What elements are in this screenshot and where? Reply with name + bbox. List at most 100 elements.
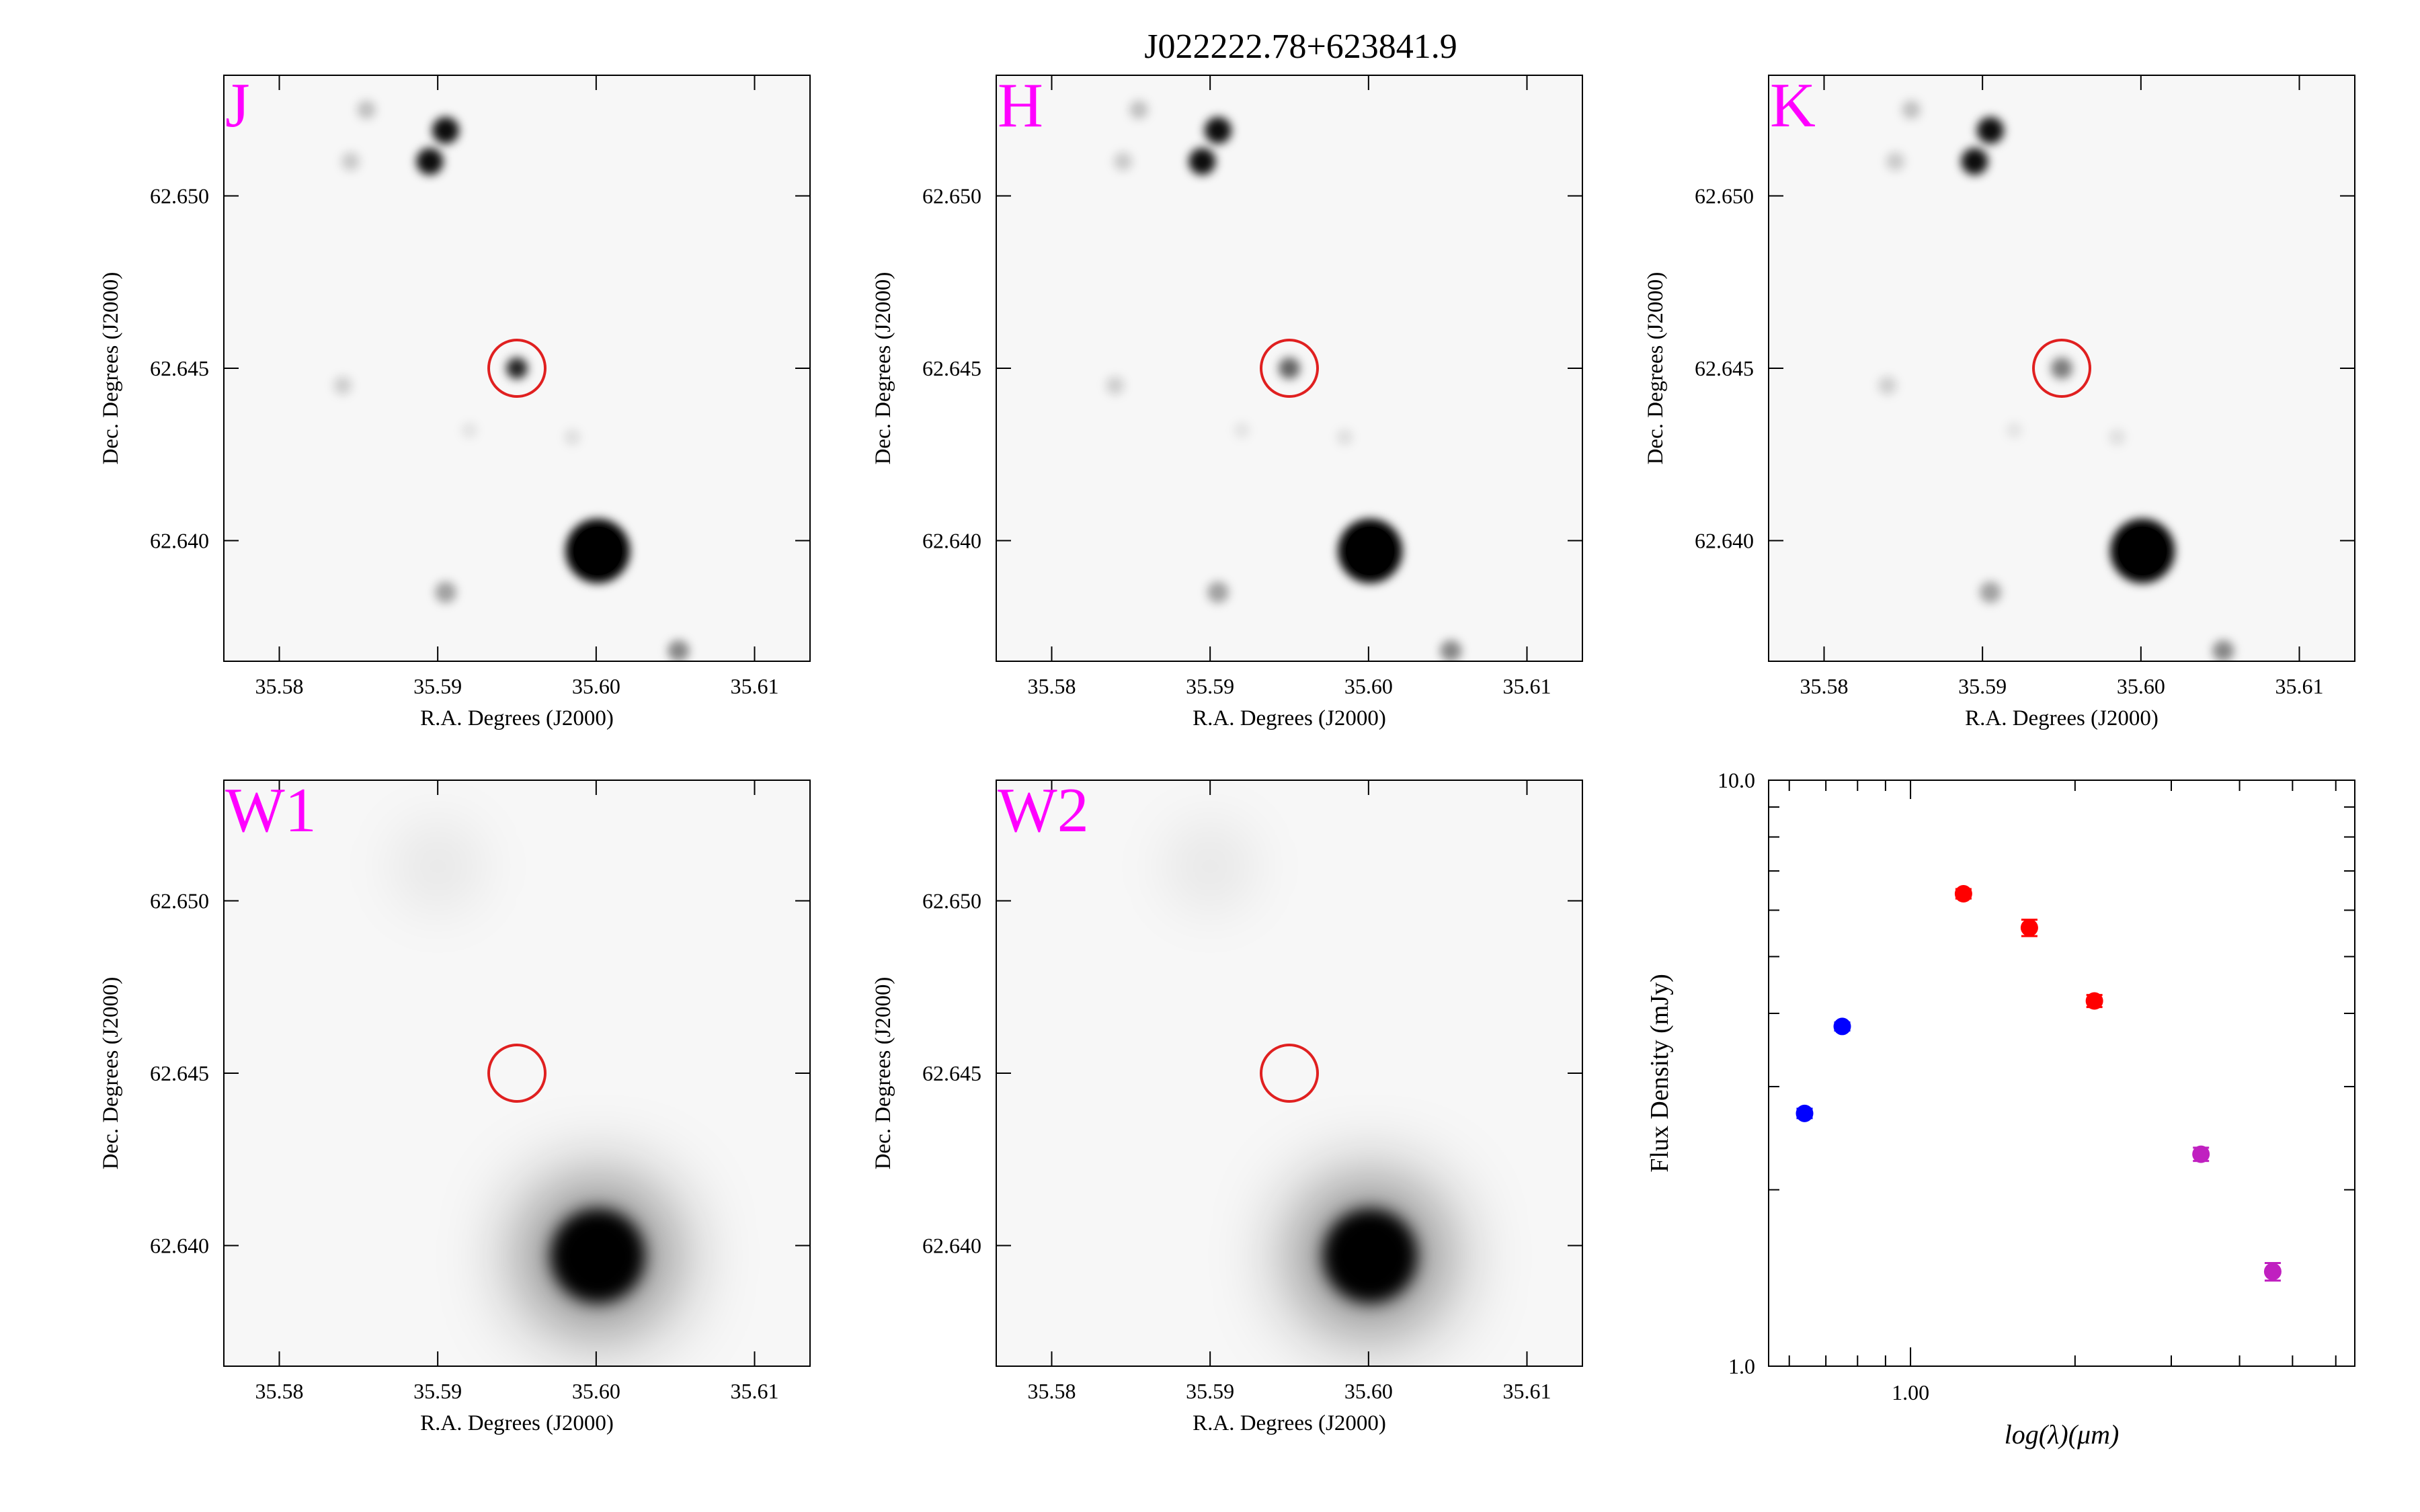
x-tick-label: 35.58 — [255, 674, 303, 698]
y-tick-label: 62.645 — [150, 1061, 209, 1085]
field-star — [1204, 117, 1232, 144]
w2-band-image-panel: 35.58 35.59 35.60 35.61 62.640 62.645 62.650 R.… — [871, 775, 1583, 1435]
field-star — [1886, 152, 1905, 171]
x-tick-label: 35.58 — [1027, 674, 1076, 698]
band-label: W2 — [998, 775, 1089, 845]
figure-title: J022222.78+623841.9 — [1144, 28, 1457, 66]
aperture-circle — [487, 1044, 547, 1103]
y-axis-label: Flux Density (mJy) — [1646, 974, 1674, 1173]
field-star — [461, 422, 478, 439]
y-tick-label: 62.650 — [922, 184, 981, 208]
y-tick-label: 62.640 — [150, 1233, 209, 1257]
k-band-image-panel: 35.58 35.59 35.60 35.61 62.640 62.645 62.650 R.… — [1644, 71, 2355, 730]
bright-star — [551, 1208, 645, 1303]
x-tick-label: 35.60 — [2117, 674, 2165, 698]
band-label: J — [225, 71, 250, 140]
data-point — [1954, 885, 1972, 903]
y-tick-label: 10.0 — [1718, 768, 1755, 792]
y-axis-label: Dec. Degrees (J2000) — [1644, 272, 1668, 465]
x-tick-label: 35.60 — [1344, 1379, 1393, 1403]
x-axis-label: R.A. Degrees (J2000) — [420, 1411, 614, 1435]
band-label: K — [1770, 71, 1816, 140]
y-axis-label: Dec. Degrees (J2000) — [871, 977, 895, 1170]
data-point — [2263, 1263, 2282, 1281]
sky-image — [1878, 100, 2234, 661]
y-tick-label: 62.645 — [150, 356, 209, 380]
field-star — [333, 376, 352, 395]
y-tick-label: 62.650 — [150, 889, 209, 913]
bright-star-core — [2118, 526, 2167, 575]
x-tick-label: 35.61 — [2275, 674, 2324, 698]
field-star — [564, 429, 581, 446]
aperture-circle — [2032, 339, 2091, 398]
j-band-image-panel: 35.58 35.59 35.60 35.61 62.640 62.645 62.650 R.… — [99, 71, 811, 730]
field-star — [416, 148, 444, 175]
band-label: W1 — [225, 775, 317, 845]
aperture-circle — [487, 339, 547, 398]
field-star — [1979, 581, 2001, 603]
aperture-circle — [1260, 1044, 1319, 1103]
x-axis-label: log(λ)(μm) — [2005, 1419, 2120, 1450]
y-tick-label: 62.650 — [1695, 184, 1754, 208]
target-source — [506, 358, 528, 379]
bright-star-core — [573, 526, 622, 575]
faint-blend — [1163, 819, 1258, 914]
field-star — [1336, 429, 1353, 446]
y-axis-label: Dec. Degrees (J2000) — [99, 977, 123, 1170]
field-star — [432, 117, 459, 144]
band-label: H — [998, 71, 1043, 140]
x-tick-label: 35.59 — [1958, 674, 2007, 698]
y-tick-label: 62.645 — [1695, 356, 1754, 380]
field-star — [1129, 100, 1149, 120]
x-tick-label: 35.59 — [1186, 674, 1234, 698]
x-tick-label: 35.59 — [1186, 1379, 1234, 1403]
image-background — [224, 780, 810, 1366]
x-axis-label: R.A. Degrees (J2000) — [420, 706, 614, 730]
field-star — [2006, 422, 2023, 439]
field-star — [1207, 581, 1229, 603]
x-axis-label: R.A. Degrees (J2000) — [1193, 1411, 1386, 1435]
bright-star — [1323, 1208, 1418, 1303]
x-tick-label: 35.59 — [413, 674, 462, 698]
field-star — [1440, 640, 1462, 661]
data-point — [2085, 992, 2103, 1010]
image-background — [996, 780, 1582, 1366]
field-star — [1878, 376, 1897, 395]
y-tick-label: 62.650 — [150, 184, 209, 208]
sky-image — [1105, 100, 1462, 661]
x-tick-label: 35.61 — [1503, 674, 1551, 698]
field-star — [1188, 148, 1216, 175]
x-tick-label: 1.00 — [1892, 1380, 1929, 1404]
field-star — [1105, 376, 1125, 395]
x-tick-label: 35.61 — [731, 674, 779, 698]
target-source — [2051, 358, 2072, 379]
field-star — [2212, 640, 2234, 661]
field-star — [341, 152, 360, 171]
y-axis-label: Dec. Degrees (J2000) — [99, 272, 123, 465]
y-tick-label: 62.640 — [1695, 528, 1754, 552]
field-star — [1234, 422, 1250, 439]
x-tick-label: 35.60 — [1344, 674, 1393, 698]
x-axis-label: R.A. Degrees (J2000) — [1193, 706, 1386, 730]
y-tick-label: 62.645 — [922, 1061, 981, 1085]
x-tick-label: 35.61 — [731, 1379, 779, 1403]
x-tick-label: 35.58 — [1027, 1379, 1076, 1403]
x-tick-label: 35.61 — [1503, 1379, 1551, 1403]
aperture-circle — [1260, 339, 1319, 398]
y-axis-label: Dec. Degrees (J2000) — [871, 272, 895, 465]
sky-image — [333, 100, 690, 661]
x-tick-label: 35.58 — [255, 1379, 303, 1403]
x-tick-label: 35.58 — [1800, 674, 1848, 698]
bright-star-core — [1346, 526, 1395, 575]
faint-blend — [391, 819, 485, 914]
x-tick-label: 35.59 — [413, 1379, 462, 1403]
plot-frame — [1768, 780, 2355, 1367]
target-source — [1279, 358, 1300, 379]
x-axis-label: R.A. Degrees (J2000) — [1965, 706, 2159, 730]
data-point — [2020, 919, 2038, 937]
x-tick-label: 35.60 — [572, 674, 620, 698]
data-point — [2192, 1145, 2210, 1163]
y-tick-label: 62.640 — [922, 1233, 981, 1257]
field-star — [434, 581, 456, 603]
